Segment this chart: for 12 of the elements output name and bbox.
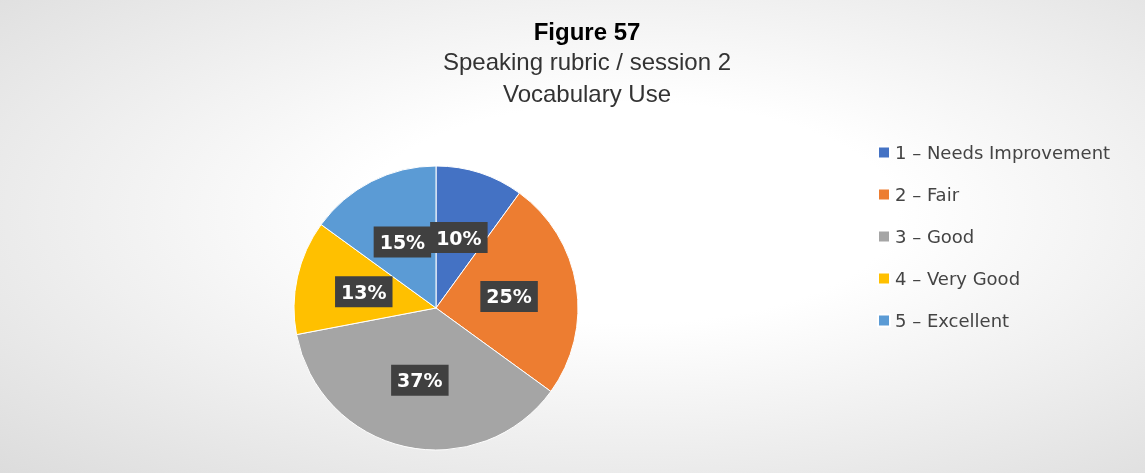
data-label: 13% xyxy=(341,280,387,303)
data-label: 15% xyxy=(379,231,426,254)
data-label: 37% xyxy=(397,369,443,392)
chart-subtitle: Speaking rubric / session 2 Vocabulary Use xyxy=(442,47,732,107)
legend-label: 3 – Good xyxy=(895,226,975,247)
legend-label: 5 – Excellent xyxy=(895,310,1010,331)
data-label: 25% xyxy=(486,285,532,308)
chart-title: Figure 57 xyxy=(533,17,641,45)
data-label: 10% xyxy=(436,226,482,249)
legend-label: 2 – Fair xyxy=(895,184,960,205)
legend-label: 1 – Needs Improvement xyxy=(895,142,1111,163)
legend-label: 4 – Very Good xyxy=(895,268,1021,289)
